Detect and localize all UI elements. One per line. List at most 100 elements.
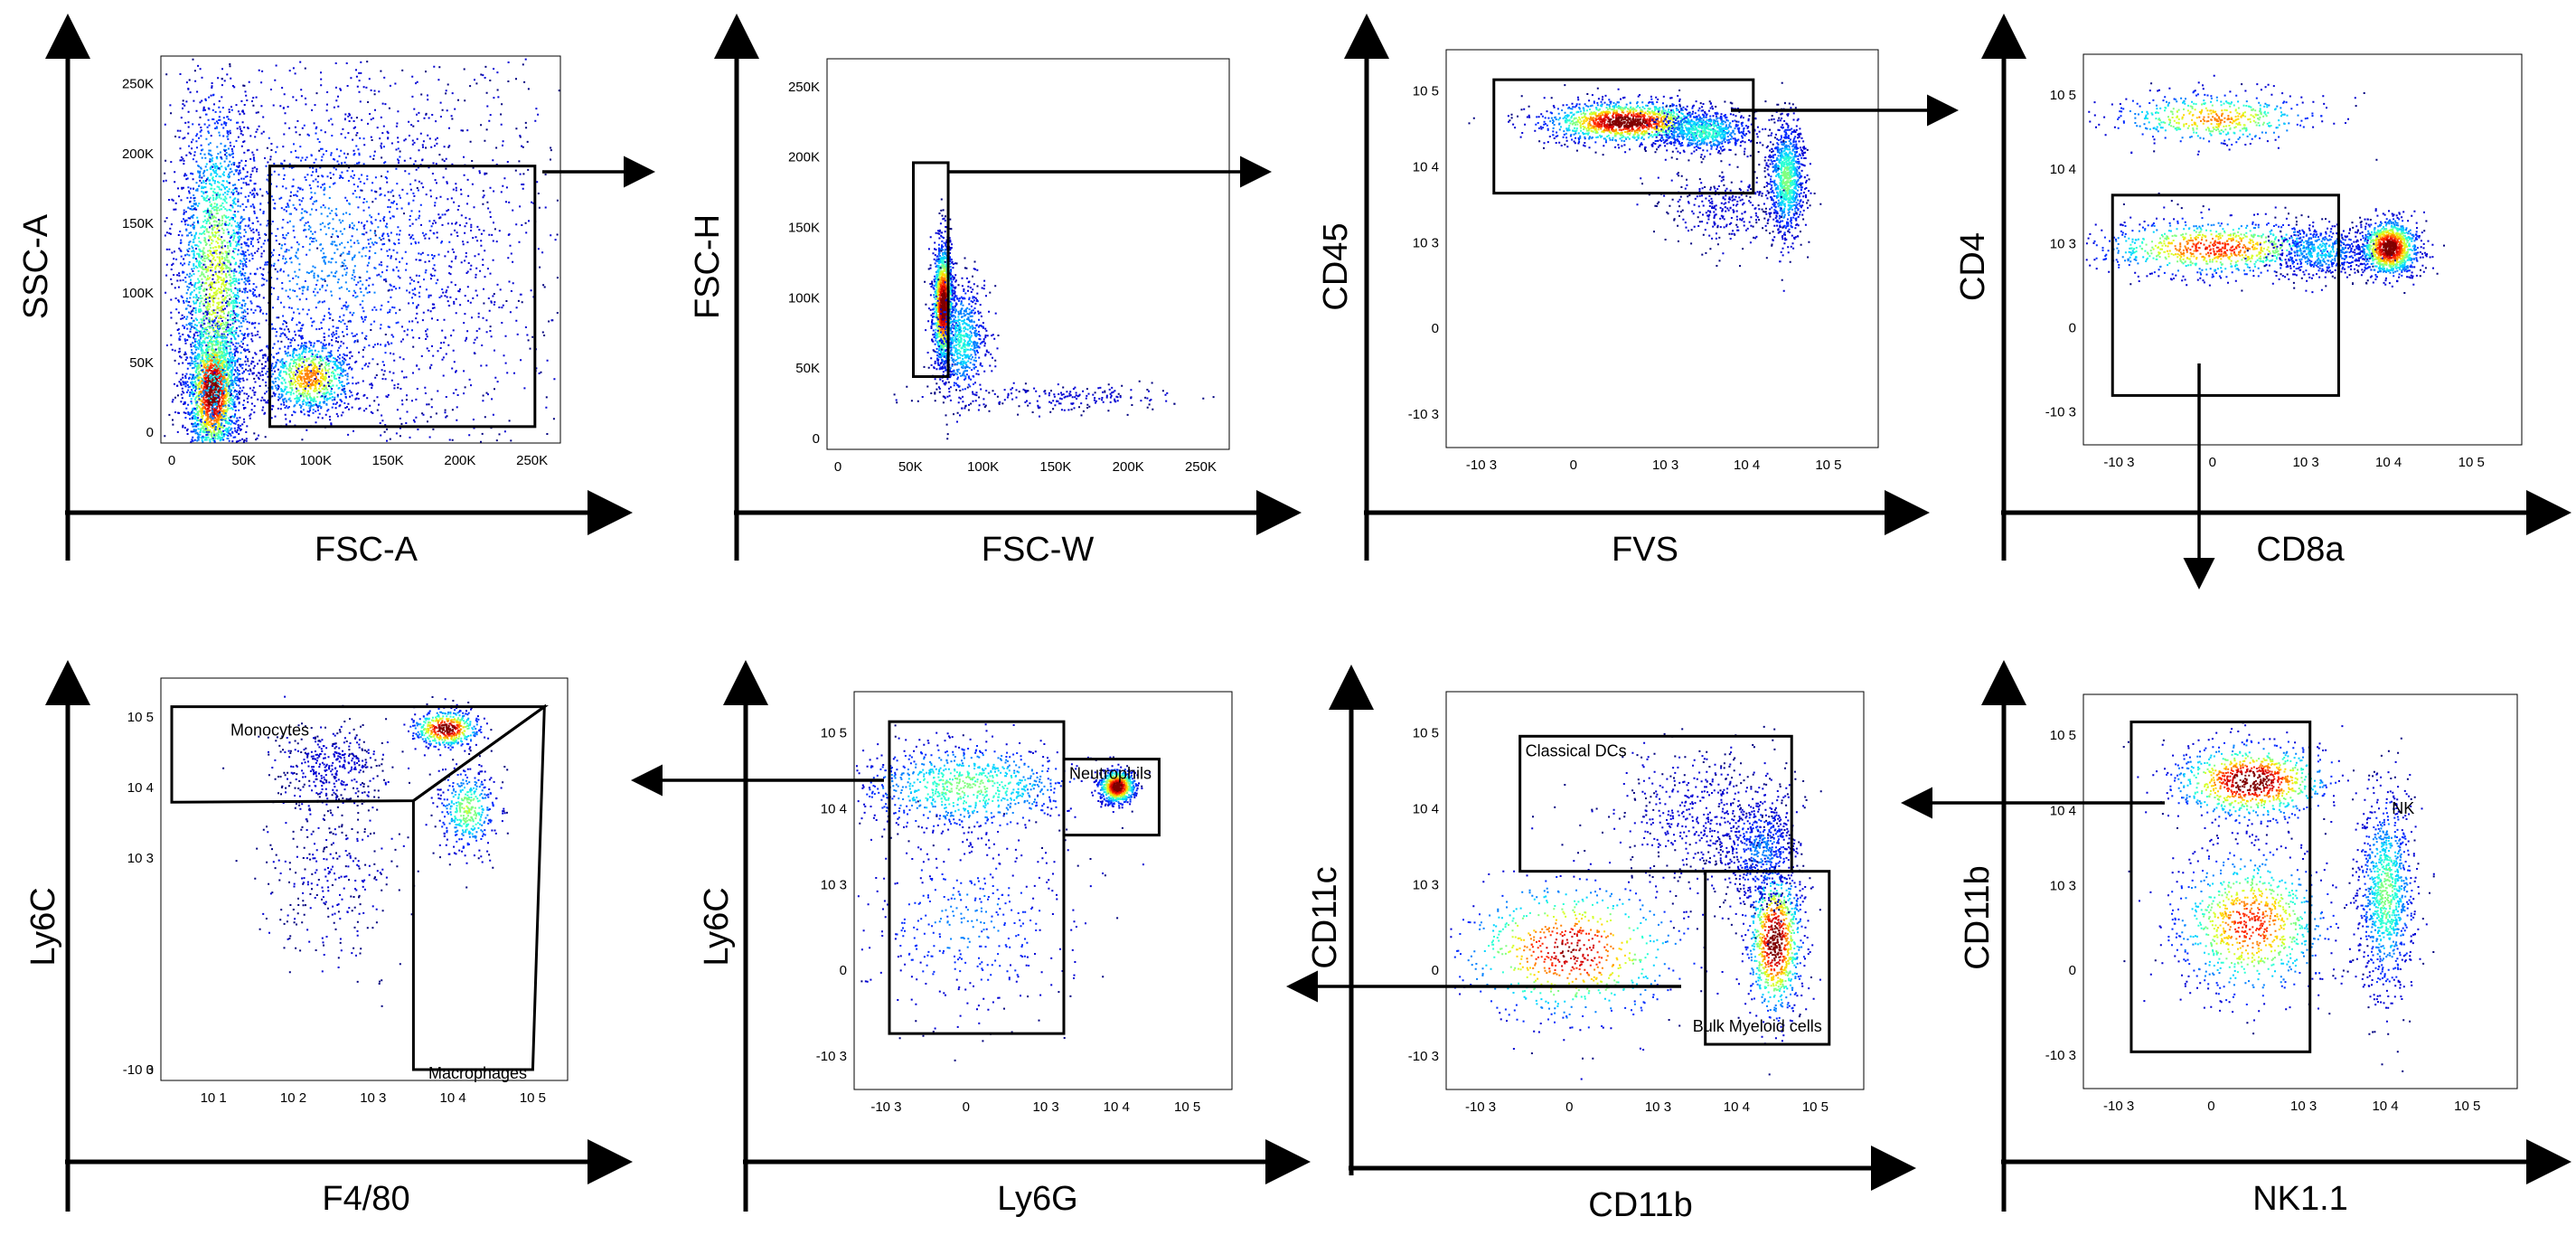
- population-2-density-7: [205, 225, 228, 332]
- plot-frame: [2082, 693, 2518, 1089]
- x-tick-label: -10 3: [1465, 1099, 1496, 1115]
- population-2-density-3: [1671, 116, 1736, 146]
- y-axis-label: CD11b: [1959, 865, 1997, 969]
- population-3-density-6: [1782, 166, 1792, 195]
- y-axis-label: FSC-H: [689, 214, 727, 319]
- population-1-density-1: [2130, 724, 2411, 846]
- gate-rect: [912, 161, 950, 379]
- plot-frame: [160, 55, 561, 444]
- dot-cloud: [163, 58, 560, 443]
- tick-labels: 0 50K 100K 150K 200K 250K 0 50K 100K 150K 200K 250K: [788, 80, 1217, 475]
- population-4-density-4: [2305, 242, 2335, 262]
- gates: Monocytes Macrophages: [170, 703, 549, 1082]
- population-3-density-5: [1779, 156, 1796, 203]
- x-tick-label: 0: [834, 459, 841, 475]
- x-tick-label: 0: [168, 453, 175, 468]
- y-axis-label: Ly6C: [24, 887, 62, 966]
- x-axis-label: CD8a: [2256, 531, 2345, 569]
- gates: [912, 161, 950, 379]
- y-tick-label: 10 3: [2050, 236, 2076, 251]
- y-tick-label: -10 3: [123, 1062, 154, 1078]
- plot-frame: [160, 677, 569, 1081]
- y-tick-label: -10 3: [2045, 404, 2076, 420]
- panel-fvs-cd45: CD45 FVS -10 3 0 10 3 10 4 10 5 -10 3 0 10 3 10 …: [1317, 14, 1930, 569]
- population-2-density-4: [449, 787, 484, 835]
- gating-flow-arrows: [542, 94, 2215, 1003]
- population-2-density-4: [2124, 227, 2306, 271]
- x-tick-label: 50K: [898, 459, 923, 475]
- y-axis-label: SSC-A: [17, 213, 55, 319]
- population-5-density-1: [248, 58, 557, 442]
- gates: Neutrophils: [888, 720, 1161, 1035]
- y-tick-label: 0: [1432, 963, 1439, 978]
- gate-macrophages: [411, 703, 546, 1071]
- x-tick-label: 10 3: [1645, 1099, 1671, 1115]
- y-tick-label: -10 3: [1408, 1049, 1439, 1064]
- dot-cloud: [1450, 725, 1822, 1080]
- x-axis-label: F4/80: [322, 1180, 409, 1218]
- population-4-density-3: [273, 185, 389, 324]
- tick-labels: -10 3 0 10 3 10 4 10 5 -10 3 0 10 3 10 4 10 5: [1408, 725, 1829, 1115]
- x-axis-label: CD11b: [1588, 1186, 1692, 1224]
- y-tick-label: 10 4: [821, 801, 847, 816]
- y-tick-label: 0: [146, 1062, 154, 1078]
- population-1-density-2: [1453, 876, 1696, 1029]
- population-1-density-11: [1546, 931, 1596, 968]
- gate-rect: [2129, 720, 2312, 1053]
- x-tick-label: 10 5: [1174, 1099, 1200, 1115]
- y-tick-label: 10 4: [1413, 801, 1439, 816]
- y-tick-label: 150K: [788, 221, 820, 236]
- y-axis-label: CD45: [1317, 222, 1355, 310]
- gate-label: NK: [2392, 799, 2414, 817]
- population-3-density-12: [2382, 240, 2397, 257]
- dot-cloud: [2085, 74, 2445, 294]
- population-1-density-12: [1607, 116, 1647, 128]
- population-2-density-11: [2245, 920, 2256, 927]
- population-2-density-2: [441, 770, 494, 849]
- population-2-density-5: [194, 176, 238, 382]
- population-4-density-1: [262, 783, 405, 973]
- gate-rect: [2111, 193, 2340, 397]
- y-tick-label: 10 3: [1413, 877, 1439, 892]
- y-tick-label: 50K: [129, 355, 154, 371]
- population-1-density-9: [2198, 113, 2233, 124]
- y-tick-label: -10 3: [1408, 407, 1439, 422]
- y-tick-label: 200K: [788, 150, 820, 165]
- gate-label: Classical DCs: [1526, 741, 1627, 759]
- x-axis-label: Ly6G: [997, 1180, 1077, 1218]
- tick-labels: -10 3 0 10 3 10 4 10 5 -10 3 0 10 3 10 4 10 5: [816, 725, 1200, 1115]
- panel-cd8a-cd4: CD4 CD8a -10 3 0 10 3 10 4 10 5 -10 3 0 10 3 10 …: [1954, 14, 2571, 569]
- population-3-density-6: [2378, 868, 2393, 920]
- plot-frame: [1445, 49, 1879, 448]
- plot-frame: [1445, 691, 1865, 1090]
- x-tick-label: 10 3: [1652, 457, 1678, 473]
- population-3-density-0: [860, 800, 1123, 1061]
- population-1-density-0: [172, 283, 256, 421]
- y-tick-label: 10 3: [2050, 878, 2076, 893]
- population-3-density-3: [2364, 822, 2409, 962]
- x-tick-label: 10 1: [201, 1090, 227, 1106]
- population-2-density-5: [454, 790, 482, 831]
- population-3-density-8: [294, 363, 324, 390]
- x-tick-label: 200K: [444, 453, 475, 468]
- y-tick-label: 0: [1432, 321, 1439, 336]
- x-tick-label: 10 5: [1802, 1099, 1829, 1115]
- population-3-density-3: [934, 893, 1000, 949]
- population-2-density-1: [925, 258, 999, 423]
- gate-rect: [268, 165, 537, 429]
- x-tick-label: 10 4: [2375, 455, 2402, 470]
- y-tick-label: 0: [146, 425, 154, 440]
- population-2-density-5: [956, 327, 970, 353]
- population-4-density-2: [2281, 230, 2361, 272]
- x-tick-label: -10 3: [870, 1099, 901, 1115]
- y-axis-label: CD11c: [1306, 866, 1344, 968]
- x-tick-label: 0: [963, 1099, 970, 1115]
- population-2-density-7: [2209, 888, 2291, 963]
- tick-labels: 0 50K 100K 150K 200K 250K 0 50K 100K 150K 200K 250K: [122, 77, 548, 468]
- x-tick-label: -10 3: [2103, 455, 2134, 470]
- gates: Classical DCs Bulk Myeloid cells: [1518, 734, 1831, 1046]
- population-2-density-10: [2233, 908, 2269, 940]
- y-tick-label: 10 3: [127, 851, 154, 866]
- population-3-density-2: [1735, 814, 1785, 888]
